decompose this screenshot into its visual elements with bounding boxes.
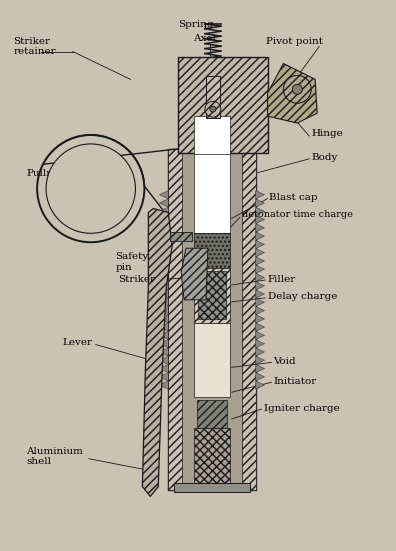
Polygon shape [159,306,168,315]
Text: Spring: Spring [178,20,213,29]
Polygon shape [255,215,265,224]
Polygon shape [159,199,168,207]
Bar [174,483,249,493]
Bar [194,268,230,323]
Text: Void: Void [274,358,296,366]
Polygon shape [159,191,168,199]
Text: Hinge: Hinge [311,129,343,138]
Text: Delay charge: Delay charge [268,292,337,301]
Bar [178,57,268,153]
Polygon shape [255,199,265,207]
Text: Aluminium
shell: Aluminium shell [26,447,83,466]
Polygon shape [159,323,168,331]
Text: Lever: Lever [63,338,93,347]
Bar [194,116,230,154]
Polygon shape [159,240,168,249]
Polygon shape [255,315,265,323]
Polygon shape [159,257,168,265]
Text: Axel: Axel [193,34,216,43]
Polygon shape [159,331,168,339]
Polygon shape [255,232,265,240]
Bar [198,271,226,318]
Polygon shape [255,282,265,290]
Polygon shape [255,306,265,315]
Polygon shape [255,191,265,199]
Polygon shape [255,323,265,331]
Polygon shape [255,348,265,356]
Polygon shape [159,265,168,273]
Polygon shape [181,248,208,300]
Polygon shape [255,372,265,381]
Bar [194,323,230,397]
Polygon shape [159,381,168,389]
Bar [197,400,227,428]
Bar [168,149,255,490]
Text: Pivot point: Pivot point [266,37,322,46]
Polygon shape [159,282,168,290]
Polygon shape [255,257,265,265]
Text: Pullring: Pullring [26,169,68,178]
Bar [194,233,230,268]
Polygon shape [255,356,265,364]
Bar [194,428,230,483]
Polygon shape [255,298,265,306]
Text: Blast cap: Blast cap [270,193,318,202]
Text: Striker: Striker [118,275,156,284]
Polygon shape [255,290,265,298]
Polygon shape [159,249,168,257]
Polygon shape [255,339,265,348]
Text: Striker
retainer: Striker retainer [13,37,56,56]
Polygon shape [255,364,265,372]
Polygon shape [255,265,265,273]
Bar [168,149,182,490]
Polygon shape [159,315,168,323]
Polygon shape [159,207,168,215]
Bar [206,77,220,118]
Polygon shape [255,381,265,389]
Polygon shape [255,249,265,257]
Bar [194,149,230,233]
Polygon shape [159,224,168,232]
Polygon shape [159,356,168,364]
Polygon shape [268,63,317,123]
Text: Initiator: Initiator [274,377,317,386]
Circle shape [46,144,135,233]
Polygon shape [159,372,168,381]
Circle shape [210,106,216,112]
Bar [170,233,192,241]
Circle shape [292,84,302,94]
Circle shape [284,75,311,103]
Polygon shape [255,207,265,215]
Polygon shape [255,331,265,339]
Bar [242,149,255,490]
Polygon shape [159,364,168,372]
Polygon shape [159,232,168,240]
Text: Safety
pin: Safety pin [116,252,149,272]
Polygon shape [255,240,265,249]
Polygon shape [159,339,168,348]
Text: Filler: Filler [268,275,296,284]
Polygon shape [255,273,265,282]
Polygon shape [159,215,168,224]
Polygon shape [159,290,168,298]
Polygon shape [159,348,168,356]
Text: Igniter charge: Igniter charge [263,404,339,413]
Polygon shape [159,273,168,282]
Polygon shape [255,224,265,232]
Text: Body: Body [311,153,337,162]
Circle shape [205,101,221,117]
Polygon shape [159,298,168,306]
Text: detonator time charge: detonator time charge [242,210,352,219]
Polygon shape [143,208,172,496]
